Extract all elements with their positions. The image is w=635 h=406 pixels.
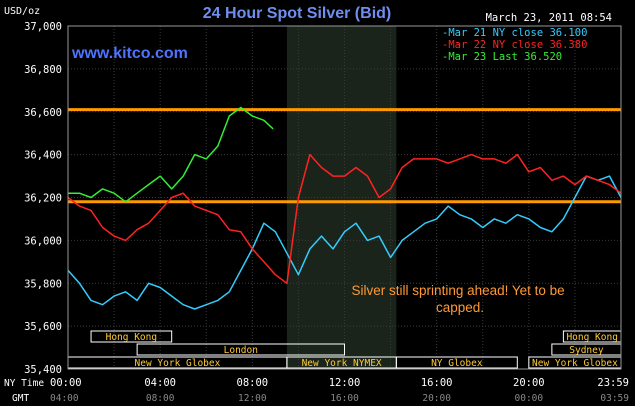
y-tick-label: 36,600 [24,107,62,119]
series-line-1 [67,175,622,310]
series-line-3 [68,106,274,203]
legend-entry: -Mar 22 NY close 36.380 [442,39,587,51]
x-axis-ticks: 00:00 04:00 08:00 12:00 16:00 20:00 23:59 [50,377,629,389]
y-tick-label: 36,400 [24,150,62,162]
legend-entry: -Mar 23 Last 36.520 [442,51,562,63]
gmt-tick-label: 00:00 [515,393,544,404]
timestamp: March 23, 2011 08:54 [486,12,612,24]
annotation: Silver still sprinting ahead! Yet to be … [352,283,569,315]
gmt-axis-ticks: 04:00 08:00 12:00 16:00 20:00 00:00 03:59 [50,393,629,404]
x-tick-label: 23:59 [597,377,629,389]
legend-entry: -Mar 21 NY close 36.100 [442,27,587,39]
gmt-tick-label: 16:00 [330,393,359,404]
x-tick-label: 04:00 [144,377,176,389]
annotation-line-1: Silver still sprinting ahead! Yet to be [352,283,565,298]
session-label: New York Globex [135,358,221,369]
annotation-line-2: capped. [436,300,484,315]
session-label: New York Globex [532,358,618,369]
x-tick-label: 08:00 [237,377,269,389]
session-box [136,343,345,356]
y-axis-label: USD/oz [4,6,40,17]
y-tick-label: 36,800 [24,64,62,76]
y-tick-label: 35,600 [24,321,62,333]
session-label: Hong Kong [106,332,157,343]
y-tick-label: 36,200 [24,193,62,205]
series-line-2 [67,153,622,285]
gmt-row-label: GMT [12,393,29,404]
y-axis-ticks: 37,000 36,800 36,600 36,400 36,200 36,000 35,8… [24,21,62,376]
gmt-tick-label: 08:00 [146,393,175,404]
session-label: New York NYMEX [302,358,382,369]
watermark: www.kitco.com [71,45,188,62]
chart-title: 24 Hour Spot Silver (Bid) [203,5,391,22]
x-tick-label: 00:00 [50,377,82,389]
x-row-label: NY Time [4,378,44,389]
session-box [90,330,173,343]
x-tick-label: 20:00 [513,377,545,389]
session-box [395,356,518,369]
x-tick-label: 16:00 [421,377,453,389]
reference-lines [68,108,621,204]
gmt-tick-label: 04:00 [50,393,79,404]
market-sessions: Hong Kong Hong Kong London Sydney New York G… [67,330,622,369]
gmt-tick-label: 03:59 [600,393,629,404]
y-tick-label: 35,400 [24,364,62,376]
plot-frame [67,25,622,370]
legend: -Mar 21 NY close 36.100-Mar 22 NY close … [442,27,587,63]
gmt-tick-label: 12:00 [238,393,267,404]
session-label: Hong Kong [566,332,617,343]
series-lines [67,106,622,310]
gmt-tick-label: 20:00 [422,393,451,404]
session-label: Sydney [569,345,604,356]
y-tick-label: 36,000 [24,235,62,247]
session-label: NY Globex [431,358,483,369]
session-label: London [224,345,258,356]
x-tick-label: 12:00 [329,377,361,389]
y-tick-label: 35,800 [24,278,62,290]
y-tick-label: 37,000 [24,21,62,33]
